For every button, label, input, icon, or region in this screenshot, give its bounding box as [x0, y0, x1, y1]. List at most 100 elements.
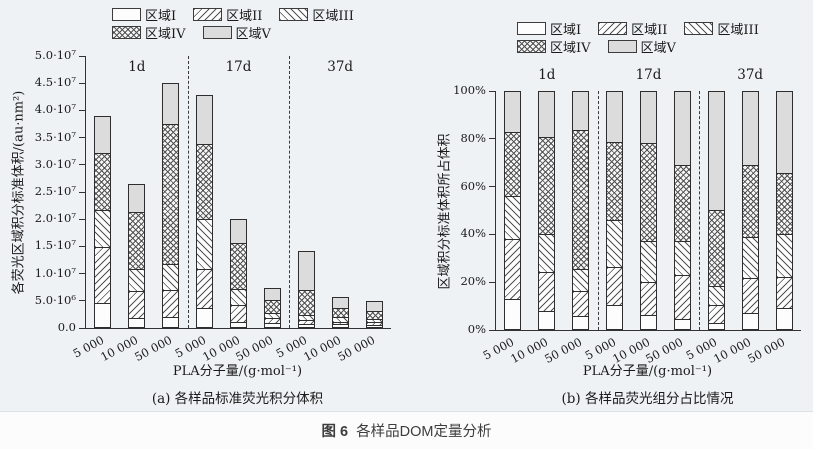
y-tick-mark [79, 191, 85, 193]
y-tick-mark [489, 329, 495, 331]
segment-region-5 [197, 96, 213, 144]
group-label-1d: 1d [538, 67, 556, 83]
y-tick-label: 2.5·10⁷ [34, 184, 76, 198]
x-axis-label: PLA分子量/(g·mol⁻¹) [172, 364, 303, 379]
subplot-caption-a: (a) 各样品标准荧光积分体积 [151, 391, 324, 407]
segment-region-2 [573, 291, 589, 316]
segment-region-2 [129, 291, 145, 318]
legend-label: 区域I [145, 8, 177, 24]
segment-region-4 [332, 308, 348, 317]
segment-region-5 [163, 84, 179, 124]
segment-region-5 [708, 92, 724, 210]
legend-swatch-pat-none [517, 21, 546, 35]
segment-region-4 [197, 144, 213, 219]
y-tick-label: 5.0·10⁶ [34, 292, 76, 307]
segment-region-1 [264, 323, 280, 327]
legend-swatch-pat-back [279, 7, 309, 21]
segment-region-4 [298, 290, 314, 315]
chart-a-standard-volume: 区域I 区域II 区域III 区域IV 区域V 各荧光区域积分标准体积/(au·nm²) 0… [0, 0, 406, 411]
y-tick-label: 40% [460, 226, 486, 241]
legend-label: 区域V [640, 40, 676, 56]
y-tick-label: 80% [460, 130, 486, 145]
figure-caption-text: 各样品DOM定量分析 [356, 424, 492, 440]
y-tick-mark [79, 218, 85, 220]
segment-region-3 [95, 210, 111, 247]
segment-region-1 [163, 317, 179, 327]
legend-row: 区域IV 区域V [112, 23, 371, 42]
bar-5000-1d [94, 116, 112, 328]
segment-region-4 [231, 243, 246, 289]
segment-region-1 [674, 319, 690, 329]
y-tick-mark [79, 137, 85, 139]
figure-number: 图 6 [321, 424, 349, 440]
segment-region-2 [539, 272, 555, 311]
subplot-caption-b: (b) 各样品荧光组分占比情况 [561, 391, 734, 407]
y-tick-label: 5.0·10⁷ [34, 48, 76, 62]
segment-region-5 [95, 117, 111, 153]
segment-region-5 [298, 252, 314, 290]
segment-region-3 [708, 286, 724, 305]
legend-row: 区域IV 区域V [517, 37, 776, 56]
segment-region-3 [539, 234, 555, 272]
segment-region-2 [742, 278, 758, 313]
segment-region-2 [163, 290, 179, 317]
segment-region-4 [776, 173, 792, 234]
segment-region-3 [573, 269, 589, 291]
bar-5000-17d [606, 91, 624, 330]
segment-region-3 [231, 289, 246, 305]
y-tick-label: 0% [467, 322, 486, 336]
segment-region-2 [708, 305, 724, 323]
legend-label: 区域I [550, 22, 582, 38]
segment-region-2 [298, 320, 314, 324]
figure-caption: 图 6 各样品DOM定量分析 [0, 411, 813, 449]
bar-50000-37d [365, 301, 383, 328]
legend-item: 区域II [598, 19, 667, 38]
segment-region-1 [742, 313, 758, 329]
group-label-37d: 37d [737, 67, 764, 83]
segment-region-4 [607, 142, 623, 220]
segment-region-3 [505, 196, 521, 239]
legend-label: 区域IV [550, 40, 591, 56]
bar-10000-17d [230, 219, 247, 328]
segment-region-5 [776, 92, 792, 173]
segment-region-3 [641, 241, 656, 282]
segment-region-1 [539, 311, 555, 329]
segment-region-2 [674, 275, 690, 319]
legend-label: 区域II [226, 8, 263, 24]
legend-item: 区域V [607, 37, 676, 56]
segment-region-3 [264, 313, 280, 318]
y-tick-mark [489, 281, 495, 283]
segment-region-1 [332, 324, 348, 327]
bar-10000-1d [128, 184, 146, 328]
segment-region-1 [366, 325, 382, 327]
segment-region-5 [607, 92, 623, 142]
group-label-17d: 17d [225, 59, 252, 75]
legend-row: 区域I 区域II 区域III [112, 5, 371, 24]
legend-item: 区域III [279, 5, 354, 24]
segment-region-4 [366, 311, 382, 319]
y-tick-label: 100% [453, 83, 486, 97]
bar-5000-1d [504, 91, 522, 330]
segment-region-1 [505, 299, 521, 329]
group-separator [699, 91, 701, 330]
legend-row: 区域I 区域II 区域III [517, 19, 776, 38]
segment-region-2 [332, 322, 348, 324]
y-tick-mark [489, 90, 495, 92]
legend-swatch-pat-fwd [193, 7, 223, 21]
bar-5000-17d [196, 95, 214, 328]
y-tick-label: 1.0·10⁷ [34, 265, 76, 280]
legend-item: 区域I [112, 5, 176, 24]
y-tick-mark [79, 300, 85, 302]
segment-region-3 [129, 269, 145, 291]
y-tick-mark [79, 55, 85, 57]
segment-region-2 [197, 269, 213, 308]
segment-region-1 [573, 316, 589, 329]
y-tick-mark [489, 138, 495, 140]
segment-region-4 [264, 300, 280, 313]
legend-item: 区域III [684, 19, 759, 38]
x-axis-label: PLA分子量/(g·mol⁻¹) [582, 364, 713, 379]
y-tick-mark [79, 82, 85, 84]
legend-swatch-pat-solid [202, 25, 232, 39]
y-tick-mark [79, 327, 85, 329]
